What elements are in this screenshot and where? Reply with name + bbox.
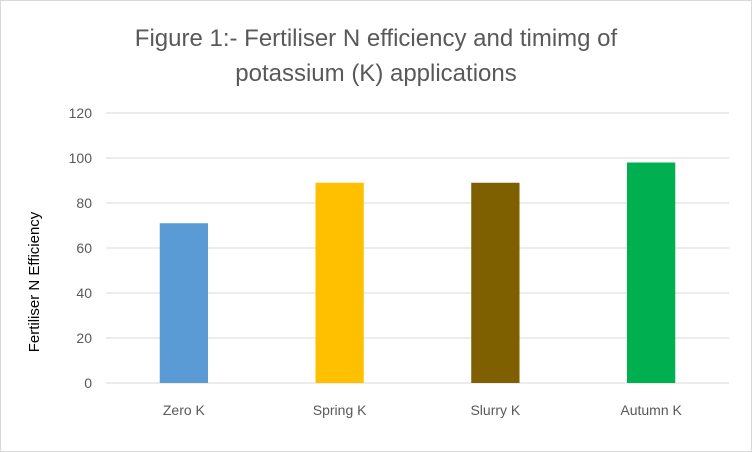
bar-autumn-k (626, 162, 676, 383)
gridlines (106, 112, 729, 384)
y-tick-label: 80 (76, 195, 92, 211)
x-tick-label: Autumn K (620, 402, 682, 418)
bar-zero-k (159, 223, 209, 383)
y-tick-labels: 0 20 40 60 80 100 120 (69, 105, 93, 391)
bar-slurry-k (471, 182, 520, 383)
chart-title-line-1: Figure 1:- Fertiliser N efficiency and t… (135, 25, 618, 52)
chart-title-line-2: potassium (K) applications (235, 60, 516, 87)
x-tick-label: Slurry K (470, 402, 520, 418)
y-tick-label: 0 (84, 375, 92, 391)
bars (159, 162, 676, 383)
bar-spring-k (315, 182, 364, 383)
y-tick-label: 120 (69, 105, 93, 121)
x-tick-labels: Zero K Spring K Slurry K Autumn K (163, 402, 683, 418)
y-tick-label: 60 (76, 240, 92, 256)
y-tick-label: 100 (69, 150, 93, 166)
x-tick-label: Spring K (313, 402, 367, 418)
x-tick-label: Zero K (163, 402, 206, 418)
y-tick-label: 40 (76, 285, 92, 301)
y-axis-label: Fertiliser N Efficiency (26, 211, 43, 352)
y-tick-label: 20 (76, 330, 92, 346)
